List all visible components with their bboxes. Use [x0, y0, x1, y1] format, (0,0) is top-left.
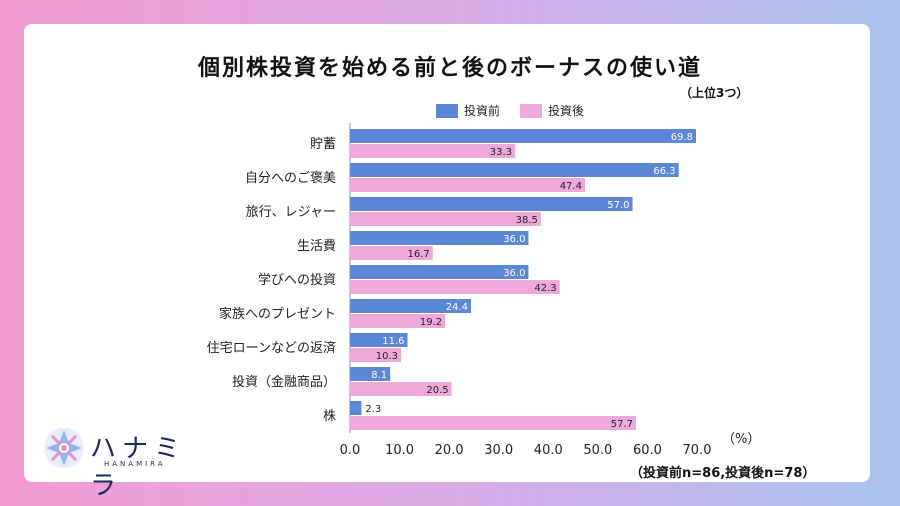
bar-before	[350, 299, 471, 313]
legend-label-after: 投資後	[548, 104, 585, 118]
data-label: 33.3	[490, 147, 512, 158]
category-label: 旅行、レジャー	[246, 205, 336, 220]
bar-after	[350, 212, 541, 226]
legend-swatch-after	[520, 103, 543, 118]
axis-unit: （%）	[722, 432, 761, 447]
data-label: 36.0	[503, 234, 525, 245]
bar-before	[350, 401, 362, 415]
bar-before	[350, 265, 529, 279]
legend: 投資前 投資後	[436, 102, 584, 119]
data-label: 47.4	[560, 181, 582, 192]
data-label: 42.3	[534, 283, 556, 294]
hanamira-logo: ハナミラ HANAMIRA	[40, 424, 200, 501]
bar-before	[350, 197, 633, 211]
bar-after	[350, 280, 560, 294]
bar-after	[350, 246, 433, 260]
data-label: 19.2	[420, 317, 442, 328]
x-tick-label: 70.0	[683, 443, 712, 458]
data-label: 16.7	[408, 249, 430, 260]
category-label: 貯蓄	[310, 137, 336, 152]
data-label: 10.3	[376, 351, 398, 362]
category-label: 家族へのプレゼント	[219, 306, 336, 322]
x-tick-label: 10.0	[385, 443, 414, 458]
x-tick-label: 40.0	[534, 443, 563, 458]
data-label: 24.4	[446, 302, 468, 313]
x-tick-label: 0.0	[340, 443, 361, 458]
bar-after	[350, 144, 516, 158]
chart-subtitle: （上位3つ）	[680, 86, 749, 100]
bar-after	[350, 382, 452, 396]
bar-before	[350, 163, 679, 177]
x-tick-label: 30.0	[484, 443, 513, 458]
logo-wordmark: ハナミラ	[90, 434, 187, 501]
x-tick-label: 50.0	[583, 443, 612, 458]
bar-after	[350, 178, 585, 192]
category-label: 投資（金融商品）	[232, 374, 336, 390]
category-label: 住宅ローンなどの返済	[207, 340, 336, 356]
legend-item-after: 投資後	[520, 102, 584, 119]
data-label: 8.1	[371, 370, 387, 381]
data-label: 66.3	[653, 166, 675, 177]
data-label: 11.6	[382, 336, 404, 347]
sample-size-note: （投資前n=86,投資後n=78）	[630, 466, 816, 481]
bar-before	[350, 367, 391, 381]
chart-title: 個別株投資を始める前と後のボーナスの使い道	[197, 56, 702, 81]
data-label: 57.0	[607, 200, 629, 211]
bar-before	[350, 333, 408, 347]
data-label: 57.7	[611, 419, 633, 430]
bar-after	[350, 314, 446, 328]
data-label: 38.5	[516, 215, 538, 226]
flower-logo-icon	[44, 428, 84, 468]
legend-label-before: 投資前	[464, 104, 501, 118]
category-label: 生活費	[297, 239, 336, 254]
chart-card	[24, 24, 870, 482]
data-label: 20.5	[426, 385, 448, 396]
x-tick-label: 60.0	[633, 443, 662, 458]
data-label: 2.3	[365, 404, 381, 415]
category-label: 自分へのご褒美	[245, 170, 336, 186]
data-label: 36.0	[503, 268, 525, 279]
category-label: 学びへの投資	[258, 272, 336, 288]
bar-after	[350, 416, 637, 430]
legend-swatch-before	[436, 103, 458, 118]
legend-item-before: 投資前	[436, 102, 500, 119]
bar-before	[350, 129, 697, 143]
bar-before	[350, 231, 529, 245]
bar-after	[350, 348, 402, 362]
x-tick-label: 20.0	[435, 443, 464, 458]
data-label: 69.8	[671, 132, 693, 143]
logo-subtext: HANAMIRA	[104, 460, 166, 468]
category-label: 株	[323, 409, 336, 424]
